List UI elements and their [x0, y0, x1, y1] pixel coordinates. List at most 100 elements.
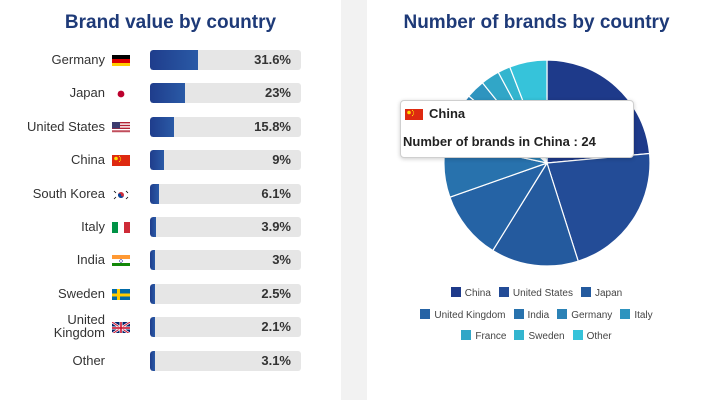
- brand-count-title: Number of brands by country: [403, 12, 670, 33]
- bar-track: 3%: [150, 250, 301, 271]
- brand-value-title: Brand value by country: [64, 12, 277, 33]
- bar: [150, 50, 198, 70]
- china-flag-icon: [112, 154, 130, 167]
- uk-flag-icon: [112, 321, 130, 334]
- bar-track: 15.8%: [150, 116, 301, 137]
- tooltip-body: Number of brands in China : 24: [403, 134, 596, 149]
- bar-label: Italy: [81, 219, 105, 234]
- legend-label: Germany: [571, 309, 613, 321]
- legend-swatch: [580, 287, 591, 297]
- legend-swatch: [620, 308, 631, 319]
- legend-swatch: [461, 330, 472, 340]
- south-korea-flag-icon: [112, 188, 130, 200]
- bar-row: United States 15.8%: [0, 116, 341, 137]
- bar-label: Sweden: [58, 285, 105, 301]
- bar-value-label: 3.9%: [261, 219, 291, 234]
- legend-swatch: [572, 330, 583, 340]
- legend-row: China United States Japan: [367, 287, 706, 299]
- bar-track: 3.1%: [150, 350, 301, 371]
- bar: [150, 217, 156, 237]
- bar: [150, 250, 155, 271]
- sweden-flag-icon: [112, 288, 130, 300]
- japan-flag-icon: [112, 87, 130, 100]
- bar-track: 23%: [150, 83, 301, 104]
- legend-item[interactable]: Japan: [580, 287, 623, 299]
- brand-count-panel: Number of brands by country China Number…: [367, 0, 706, 400]
- bar-value-label: 31.6%: [254, 52, 291, 67]
- china-flag-icon: [405, 108, 423, 120]
- bar-row: Other 3.1%: [0, 350, 341, 371]
- legend-item[interactable]: Sweden: [514, 330, 565, 342]
- bar-label: China: [71, 152, 105, 168]
- pie-slice-united-states[interactable]: [546, 152, 651, 262]
- legend-item[interactable]: United States: [498, 287, 573, 299]
- bar: [150, 183, 160, 204]
- bar-value-label: 3.1%: [261, 352, 291, 368]
- legend-swatch: [498, 287, 509, 297]
- legend-item[interactable]: China: [450, 287, 491, 299]
- brand-value-panel: Brand value by country Germany 31.6% Japan…: [0, 0, 341, 400]
- legend-item[interactable]: France: [461, 330, 506, 342]
- legend-swatch: [450, 287, 461, 297]
- italy-flag-icon: [112, 221, 130, 233]
- legend-swatch: [513, 308, 524, 319]
- bar-label: United States: [26, 118, 105, 134]
- bar-label: United Kingdom: [53, 312, 105, 341]
- bar: [150, 350, 155, 371]
- tooltip-title: China: [429, 106, 466, 121]
- bar-track: 2.1%: [150, 317, 301, 338]
- bar-row: United Kingdom 2.1%: [0, 313, 341, 339]
- legend-row: France Sweden Other: [367, 330, 706, 342]
- legend-item[interactable]: Italy: [620, 308, 653, 321]
- bar-row: Germany 31.6%: [0, 50, 341, 70]
- bar-value-label: 15.8%: [254, 118, 291, 134]
- bar-value-label: 9%: [272, 152, 291, 168]
- bar: [150, 283, 155, 304]
- legend-label: China: [464, 288, 491, 299]
- bar-value-label: 23%: [264, 85, 291, 101]
- bar-label: Japan: [69, 85, 105, 101]
- bar: [150, 317, 155, 338]
- bar-track: 3.9%: [150, 217, 301, 237]
- bar-row: Sweden 2.5%: [0, 283, 341, 304]
- bar-value-label: 2.5%: [261, 285, 291, 301]
- legend-label: France: [475, 331, 507, 342]
- legend-label: India: [527, 309, 550, 321]
- legend-item[interactable]: Other: [572, 330, 612, 342]
- legend-label: Sweden: [528, 331, 565, 342]
- usa-flag-icon: [112, 121, 130, 133]
- bar-track: 31.6%: [150, 50, 301, 70]
- legend-item[interactable]: Germany: [557, 308, 613, 321]
- pie-slice-united-kingdom[interactable]: [449, 161, 549, 252]
- bar-track: 6.1%: [150, 183, 301, 204]
- legend-row: United Kingdom India Germany Italy: [367, 308, 706, 321]
- bar-row: India 3%: [0, 250, 341, 271]
- bar: [150, 83, 185, 104]
- legend-swatch: [420, 308, 431, 319]
- germany-flag-icon: [112, 54, 130, 66]
- bar-row: China 9%: [0, 150, 341, 171]
- legend-label: United Kingdom: [434, 309, 506, 321]
- bar: [150, 116, 174, 137]
- legend-item[interactable]: India: [513, 308, 550, 321]
- bar-value-label: 2.1%: [261, 319, 291, 335]
- bar-label: South Korea: [32, 185, 105, 201]
- bar-row: Japan 23%: [0, 83, 341, 104]
- bar-label: Germany: [51, 52, 105, 67]
- legend-item[interactable]: United Kingdom: [420, 308, 506, 321]
- bar-track: 2.5%: [150, 283, 301, 304]
- bar-row: South Korea 6.1%: [0, 183, 341, 204]
- bar-value-label: 6.1%: [261, 185, 291, 201]
- bar-label: Other: [72, 352, 105, 368]
- bar: [150, 150, 164, 171]
- legend-swatch: [557, 308, 568, 319]
- pie-tooltip: China Number of brands in China : 24: [400, 100, 634, 158]
- bar-row: Italy 3.9%: [0, 217, 341, 237]
- bar-value-label: 3%: [272, 252, 291, 268]
- legend-label: Other: [586, 331, 612, 342]
- pie-slice-japan[interactable]: [491, 161, 579, 267]
- legend-swatch: [514, 330, 525, 340]
- legend-label: United States: [512, 288, 573, 299]
- legend-label: Japan: [594, 288, 623, 299]
- legend-label: Italy: [634, 309, 653, 321]
